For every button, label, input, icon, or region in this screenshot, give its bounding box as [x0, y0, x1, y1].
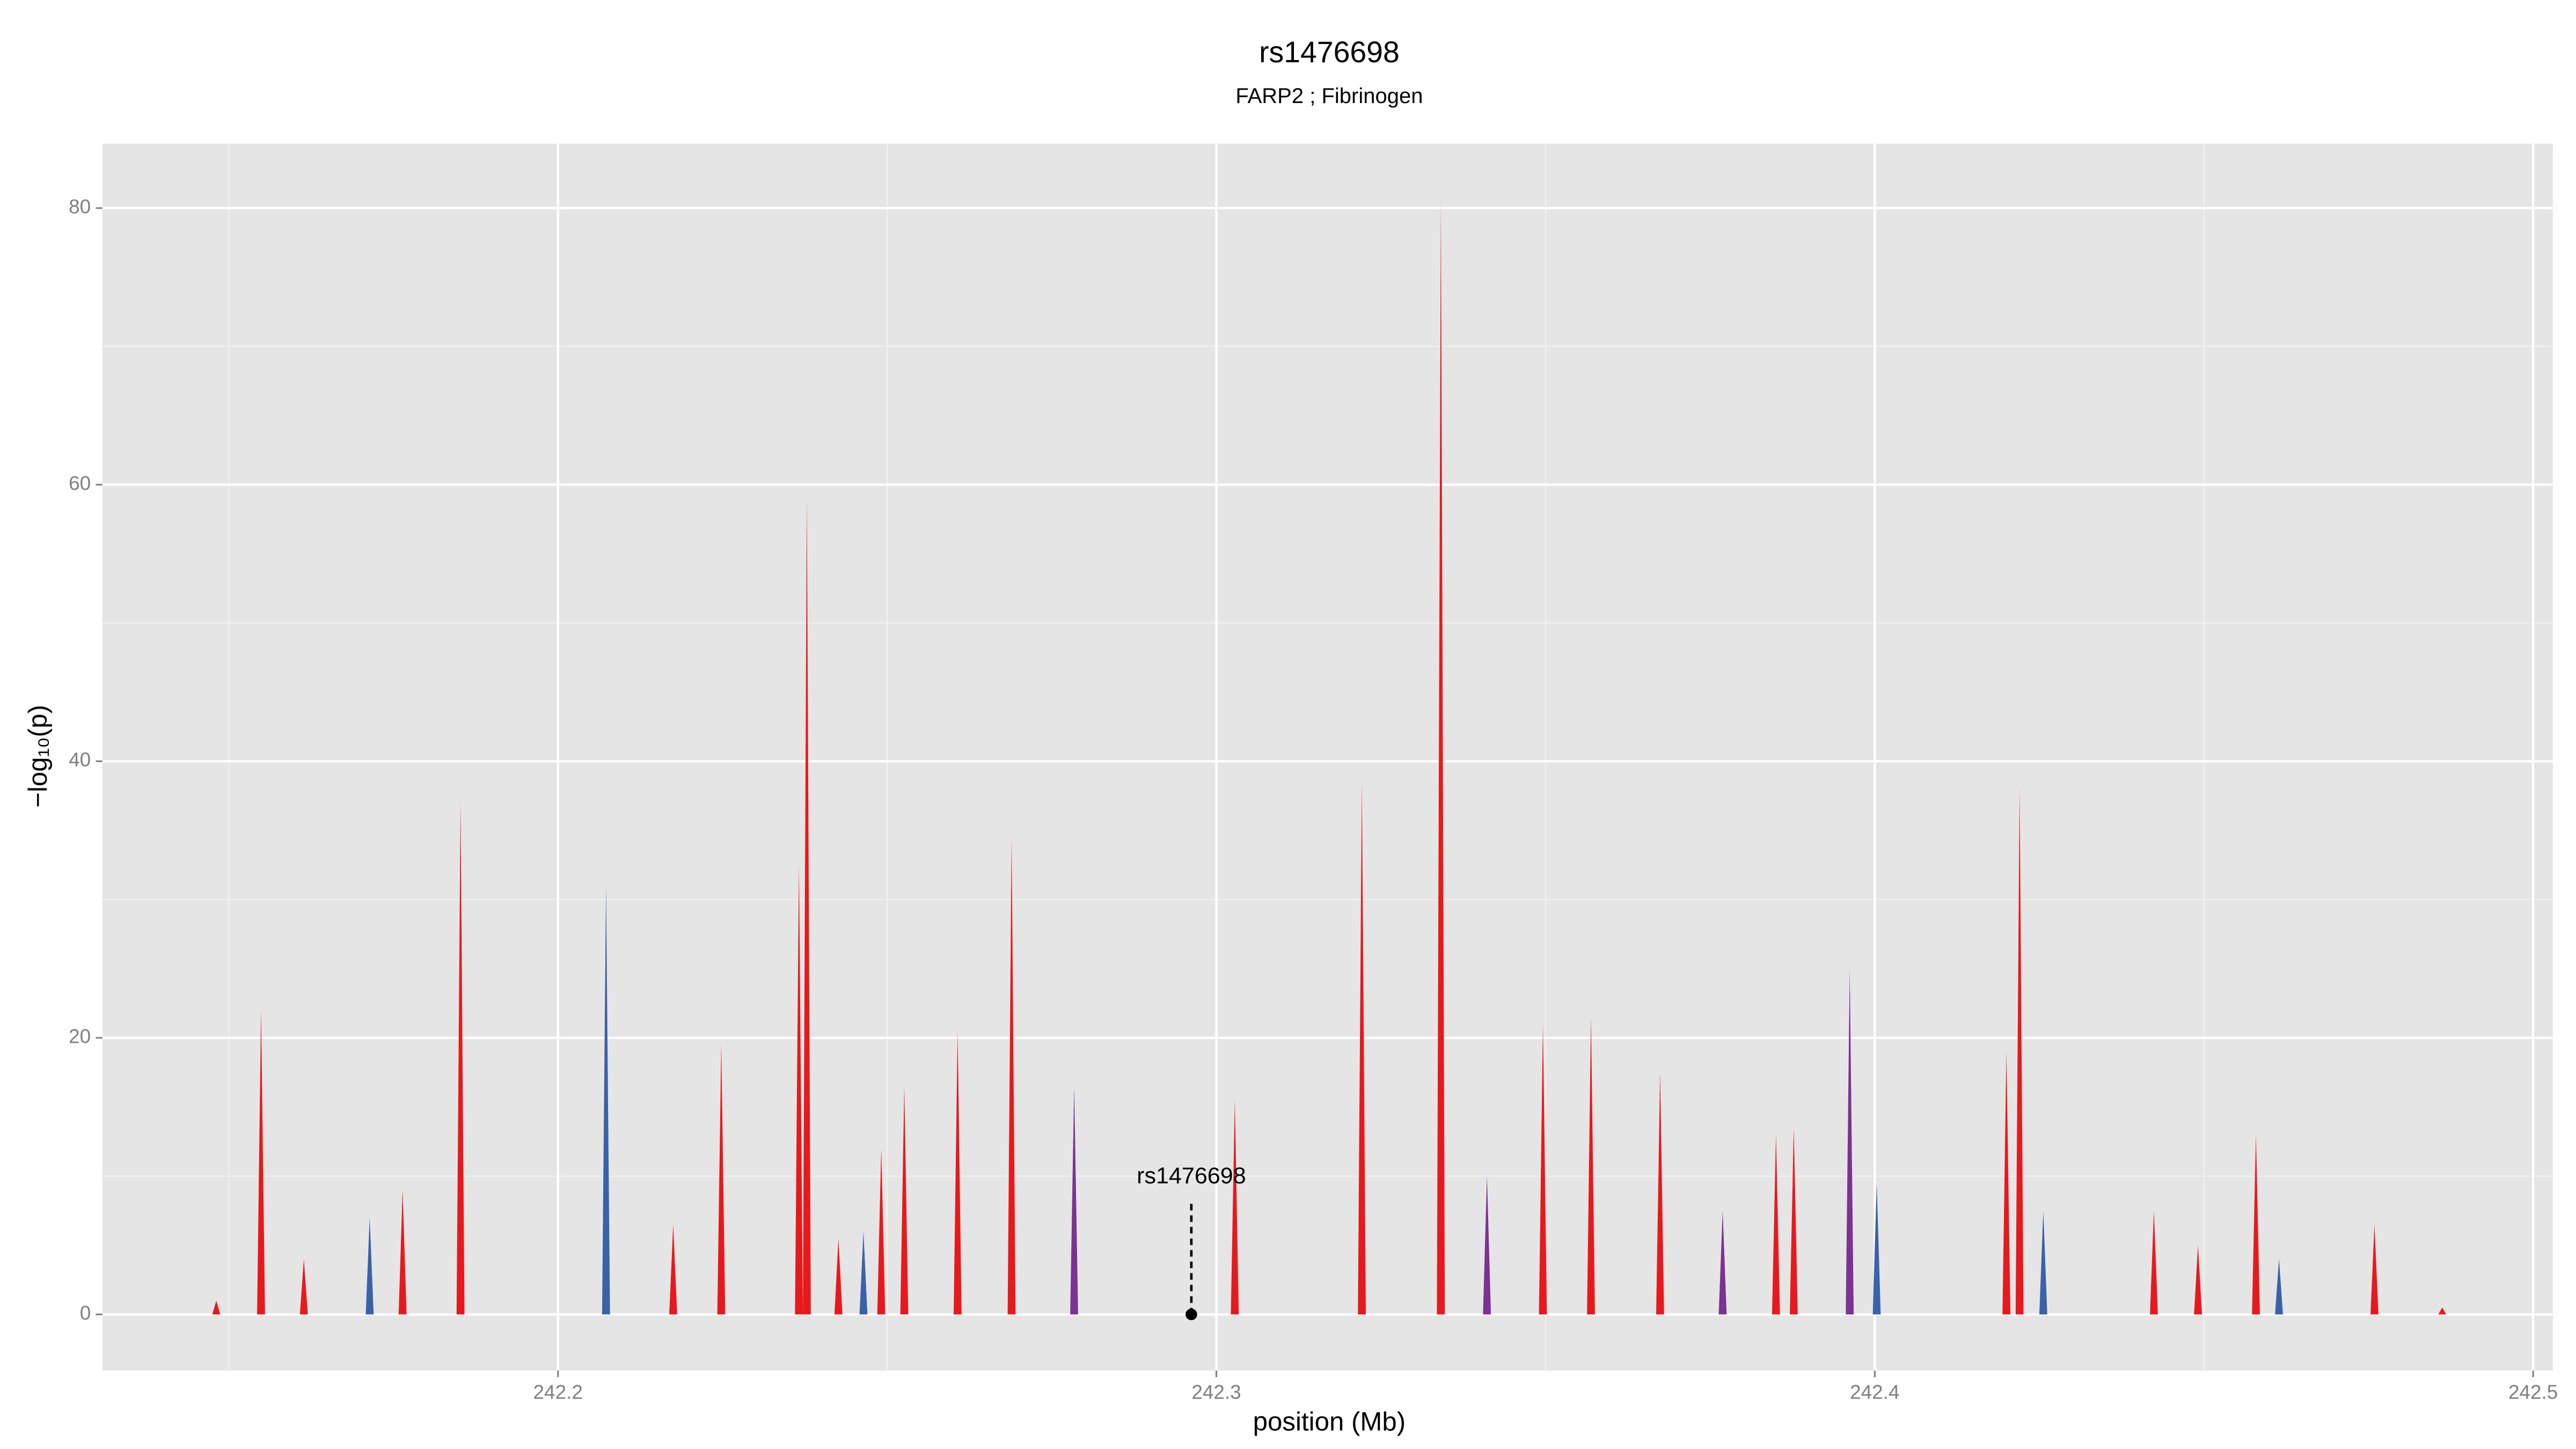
spike — [877, 1148, 885, 1315]
spike — [1872, 1183, 1881, 1315]
spike — [1718, 1210, 1727, 1315]
spike — [900, 1086, 909, 1315]
spike — [1483, 1176, 1491, 1315]
spike — [2015, 789, 2024, 1315]
annotation-point — [1185, 1308, 1197, 1320]
chart-title: rs1476698 — [1259, 35, 1400, 69]
spike — [1070, 1086, 1078, 1315]
x-axis-label: position (Mb) — [1253, 1407, 1406, 1436]
spike — [1437, 201, 1445, 1315]
spike — [1790, 1128, 1798, 1315]
annotation-label: rs1476698 — [1137, 1163, 1246, 1189]
spike — [2002, 1051, 2011, 1315]
spike — [2150, 1210, 2158, 1315]
spike — [1772, 1135, 1780, 1315]
spike — [669, 1224, 677, 1315]
spike — [795, 865, 803, 1315]
spike — [717, 1044, 726, 1315]
spike — [1231, 1100, 1239, 1315]
spike — [2039, 1210, 2047, 1315]
y-tick-label: 20 — [69, 1026, 91, 1048]
plot-panel — [102, 143, 2553, 1371]
spike — [602, 885, 610, 1315]
y-axis-label: −log₁₀(p) — [23, 705, 53, 808]
y-tick-label: 40 — [69, 749, 91, 771]
spike — [1539, 1024, 1547, 1315]
spike — [365, 1217, 374, 1315]
y-tick-label: 60 — [69, 472, 91, 494]
x-tick-label: 242.3 — [1191, 1381, 1241, 1403]
spike — [456, 802, 465, 1315]
x-tick-label: 242.2 — [533, 1381, 583, 1403]
spike — [257, 1010, 265, 1315]
spike — [1007, 837, 1016, 1315]
spike — [2370, 1224, 2379, 1315]
spike — [1358, 782, 1366, 1315]
spike — [212, 1300, 221, 1315]
spike — [803, 498, 811, 1315]
spike — [1846, 969, 1854, 1315]
spike — [1656, 1072, 1664, 1315]
spike — [859, 1231, 868, 1315]
spike — [953, 1030, 962, 1315]
chart-subtitle: FARP2 ; Fibrinogen — [1235, 84, 1423, 108]
spike — [2252, 1135, 2260, 1315]
spike — [1587, 1017, 1595, 1315]
x-tick-label: 242.4 — [1850, 1381, 1899, 1403]
spike — [834, 1238, 843, 1315]
spike — [299, 1259, 308, 1315]
y-tick-label: 0 — [80, 1302, 91, 1324]
spike — [2194, 1245, 2202, 1315]
spike — [2275, 1259, 2283, 1315]
y-tick-label: 80 — [69, 196, 91, 218]
spike — [2438, 1307, 2447, 1315]
x-tick-label: 242.5 — [2508, 1381, 2558, 1403]
spike — [398, 1190, 407, 1315]
